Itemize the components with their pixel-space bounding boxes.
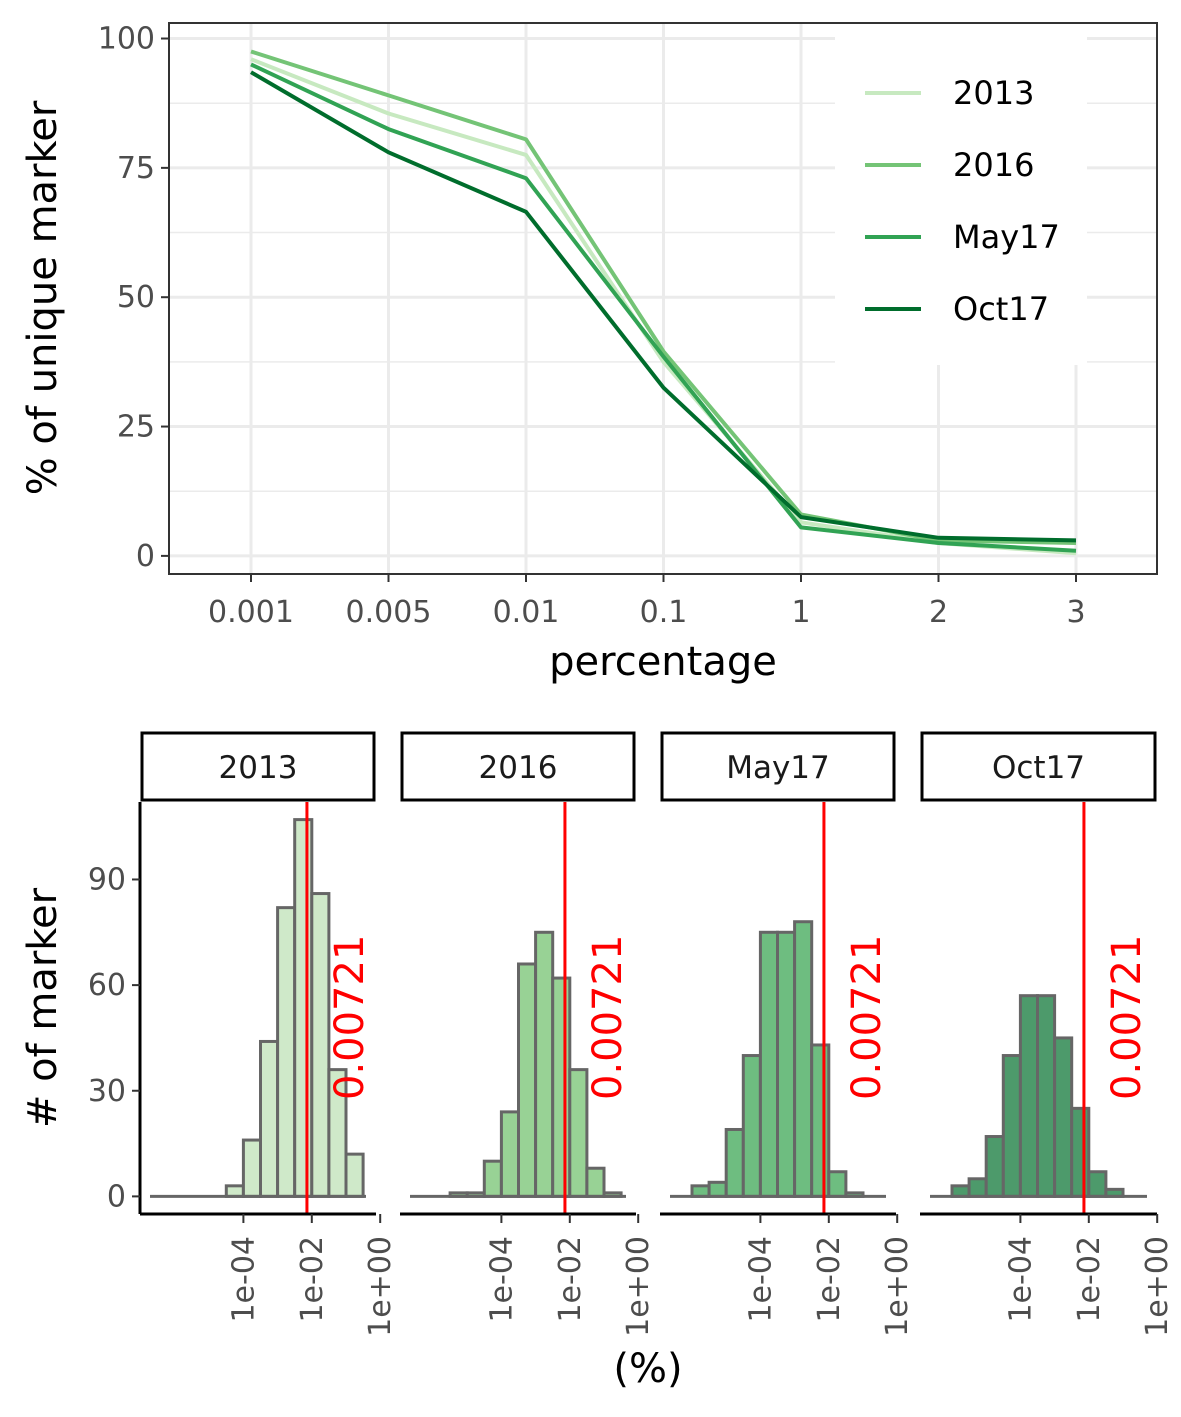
histogram-bar [1018,994,1040,1198]
x-tick-label: 1e-02 [812,1236,847,1323]
strip-label-Oct17: Oct17 [992,750,1085,786]
histogram-bar [707,1180,728,1198]
histogram-bar [534,930,555,1198]
histogram-bar [1036,994,1057,1198]
x-tick-label: 1e-04 [484,1236,519,1323]
y-tick-label: 0 [136,539,155,574]
x-tick-label: 1e+00 [1140,1236,1175,1337]
histogram-bar [241,1138,262,1198]
x-tick-label: 0.1 [640,595,688,630]
histogram-bar [293,818,314,1198]
y-tick-label: 25 [117,410,155,445]
facet-2013: 2013 0.00721 1e-04 1e-02 1e+00 [140,731,398,1337]
y-tick-label: 60 [88,968,126,1003]
x-tick-label: 0.001 [208,595,294,630]
legend-label-2013: 2013 [953,74,1034,112]
series-line-2016 [250,49,1077,545]
facet-2016: 2016 0.00721 1e-04 1e-02 1e+00 [400,731,656,1337]
histogram-bar [827,1170,848,1198]
threshold-label: 0.00721 [844,935,890,1100]
strip-label-2013: 2013 [219,750,298,786]
histogram-bar [690,1184,711,1198]
histogram-bar [967,1177,988,1198]
threshold-label: 0.00721 [585,935,631,1100]
strip-label-May17: May17 [726,750,830,786]
y-tick-label: 100 [98,22,155,57]
histogram-bar [810,1043,831,1198]
histogram-bar [585,1166,606,1198]
y-tick-label: 90 [88,862,126,897]
histogram-bar [724,1127,745,1198]
strip-Oct17 [920,731,1157,802]
histogram-bar [1001,1054,1022,1198]
legend: 2013 2016 May17 Oct17 [835,20,1087,365]
histogram-bar [1070,1106,1091,1198]
histogram-y-axis: 0 30 60 90 [88,802,142,1214]
x-tick-label: 1e-04 [743,1236,778,1323]
threshold-label: 0.00721 [327,935,373,1100]
x-tick-label: 1e-02 [295,1236,330,1323]
x-tick-label: 1e-04 [226,1236,261,1323]
x-tick-label: 3 [1066,595,1085,630]
x-tick-label: 1 [791,595,810,630]
y-tick-label: 50 [117,280,155,315]
legend-label-May17: May17 [953,218,1060,256]
histogram-bar [984,1135,1005,1198]
x-tick-label: 0.005 [346,595,432,630]
histogram-bar [344,1152,365,1198]
line-x-axis-title: percentage [549,639,777,685]
x-tick-label: 1e-02 [1072,1236,1107,1323]
series-line-Oct17 [249,70,1077,543]
strip-label-2016: 2016 [479,750,558,786]
x-tick-label: 0.01 [493,595,560,630]
histogram-chart: 2013 0.00721 1e-04 1e-02 1e+00 2016 0.00721 1e-… [20,731,1175,1392]
histogram-bar [758,930,780,1198]
histogram-y-axis-title: # of marker [20,887,66,1128]
histogram-bar [1087,1170,1108,1198]
histogram-bar [482,1159,503,1198]
threshold-label: 0.00721 [1104,935,1150,1100]
y-tick-label: 0 [107,1179,126,1214]
histogram-bar [1053,1036,1074,1198]
series-line-May17 [250,62,1077,553]
y-tick-label: 75 [117,151,155,186]
histogram-bar [517,962,538,1198]
x-tick-label: 1e+00 [363,1236,398,1337]
histogram-bar [259,1039,280,1198]
legend-label-Oct17: Oct17 [953,290,1049,328]
histogram-facets: 2013 0.00721 1e-04 1e-02 1e+00 2016 0.00721 1e-… [140,731,1175,1337]
histogram-bar [499,1110,520,1198]
histogram-bar [741,1054,762,1198]
line-y-axis-title: % of unique marker [20,100,66,495]
strip-May17 [660,731,896,802]
facet-Oct17: Oct17 0.00721 1e-04 1e-02 1e+00 [920,731,1175,1337]
x-tick-label: 1e-04 [1003,1236,1038,1323]
histogram-bar [276,906,297,1198]
x-tick-label: 1e-02 [553,1236,588,1323]
facet-May17: May17 0.00721 1e-04 1e-02 1e+00 [660,731,915,1337]
line-axis-ticks: 0 25 50 75 100 0.001 0.005 0.01 0.1 1 2 3 [98,22,1086,630]
strip-2013 [140,731,376,802]
strip-2016 [400,731,636,802]
x-tick-label: 2 [929,595,948,630]
histogram-bar [793,920,814,1198]
x-tick-label: 1e+00 [621,1236,656,1337]
legend-label-2016: 2016 [953,146,1034,184]
histogram-bar [950,1184,971,1198]
histogram-bar [776,930,797,1198]
histogram-x-axis-title: (%) [613,1346,682,1392]
x-tick-label: 1e+00 [880,1236,915,1337]
line-series [249,49,1077,556]
histogram-bar [551,976,572,1198]
histogram-bar [224,1184,245,1198]
y-tick-label: 30 [88,1074,126,1109]
